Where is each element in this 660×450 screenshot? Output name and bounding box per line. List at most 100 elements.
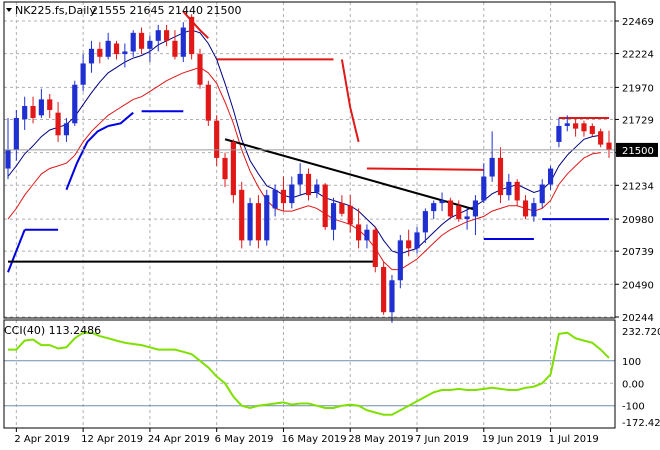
candle-body <box>397 240 403 281</box>
date-tick-label: 7 Jun 2019 <box>415 434 469 445</box>
candle-body <box>5 149 11 169</box>
price-tick-label: 21729 <box>622 115 654 126</box>
price-tick-label: 20739 <box>622 247 654 258</box>
candle-body <box>522 200 529 217</box>
candle-body <box>330 203 337 230</box>
candle-body <box>264 195 270 241</box>
candle-body <box>355 224 362 241</box>
date-tick-label: 6 May 2019 <box>215 434 274 445</box>
candle-body <box>189 16 195 55</box>
current-price-label: 21500 <box>622 146 654 157</box>
cci-tick-label: 100 <box>622 357 641 368</box>
candle-body <box>497 157 504 196</box>
candle-body <box>255 203 262 241</box>
candle-body <box>347 205 353 225</box>
candle-body <box>80 63 86 85</box>
candle-body <box>372 229 378 267</box>
candle-body <box>322 184 328 228</box>
candle-body <box>138 32 145 49</box>
candle-body <box>30 106 36 118</box>
lower-stop-line <box>107 111 134 127</box>
candle-body <box>581 123 587 132</box>
candle-body <box>539 184 545 204</box>
lower-stop-line <box>7 229 26 273</box>
price-tick-label: 21234 <box>622 181 654 192</box>
candle-body <box>514 181 520 201</box>
candle-body <box>205 84 211 121</box>
chart-symbol-label: NK225.fs,Daily <box>15 4 96 17</box>
cci-title: CCI(40) 113.2486 <box>4 324 101 337</box>
candle-body <box>447 200 453 217</box>
chart-ohlc-label: 21555 21645 21440 21500 <box>91 4 241 17</box>
candle-body <box>381 266 387 313</box>
candle-body <box>105 40 111 57</box>
candle-body <box>72 84 78 124</box>
candle-body <box>197 54 203 85</box>
candle-body <box>531 203 537 217</box>
cci-line <box>8 331 610 416</box>
cci-panel-frame <box>3 319 616 429</box>
candle-body <box>389 280 395 313</box>
cci-panel <box>4 331 615 416</box>
candle-body <box>573 123 579 129</box>
candle-body <box>556 125 562 142</box>
candle-body <box>247 203 253 241</box>
candle-body <box>564 123 570 126</box>
upper-stop-line <box>182 10 209 39</box>
candle-body <box>431 203 437 212</box>
candle-body <box>63 123 70 136</box>
candle-body <box>147 40 153 49</box>
candle-body <box>589 125 595 134</box>
date-tick-label: 12 Apr 2019 <box>81 434 143 445</box>
candle-body <box>122 51 128 55</box>
price-panel <box>4 10 615 323</box>
candle-body <box>230 141 236 196</box>
candle-body <box>339 203 345 214</box>
candle-body <box>414 232 420 249</box>
candle-body <box>155 30 161 41</box>
date-tick-label: 24 Apr 2019 <box>148 434 210 445</box>
candle-body <box>22 106 28 120</box>
candle-body <box>130 32 136 52</box>
price-tick-label: 20980 <box>622 215 654 226</box>
candle-body <box>481 176 487 201</box>
candle-body <box>172 40 178 57</box>
upper-stop-line <box>366 167 484 171</box>
price-tick-label: 20490 <box>622 280 654 291</box>
candle-body <box>464 216 470 220</box>
candle-body <box>289 184 295 204</box>
candle-body <box>239 189 245 241</box>
current-price-box <box>616 142 658 157</box>
candle-body <box>406 240 412 249</box>
candle-body <box>38 99 44 116</box>
candle-body <box>180 27 186 57</box>
candle-body <box>439 200 445 204</box>
candle-body <box>13 117 19 150</box>
candle-body <box>55 112 61 136</box>
price-panel-frame <box>3 1 616 319</box>
candle-body <box>297 173 303 185</box>
candle-body <box>422 211 428 233</box>
price-tick-label: 20244 <box>622 313 654 324</box>
candle-body <box>272 189 278 209</box>
ema-line <box>7 66 601 271</box>
date-tick-label: 2 Apr 2019 <box>14 434 69 445</box>
candle-body <box>506 181 512 196</box>
upper-stop-line <box>340 59 360 143</box>
candle-body <box>164 30 170 41</box>
candle-body <box>456 205 462 220</box>
candle-body <box>364 229 370 241</box>
cci-tick-label: 232.7206 <box>622 327 660 338</box>
date-tick-label: 1 Jul 2019 <box>549 434 599 445</box>
dropdown-arrow-icon[interactable] <box>6 8 12 12</box>
price-tick-label: 22224 <box>622 50 654 61</box>
price-tick-label: 22469 <box>622 17 654 28</box>
candle-body <box>489 157 495 177</box>
date-tick-label: 16 May 2019 <box>281 434 346 445</box>
candle-body <box>88 48 95 64</box>
candle-body <box>222 157 228 180</box>
candle-body <box>280 189 287 204</box>
candle-body <box>47 99 53 110</box>
